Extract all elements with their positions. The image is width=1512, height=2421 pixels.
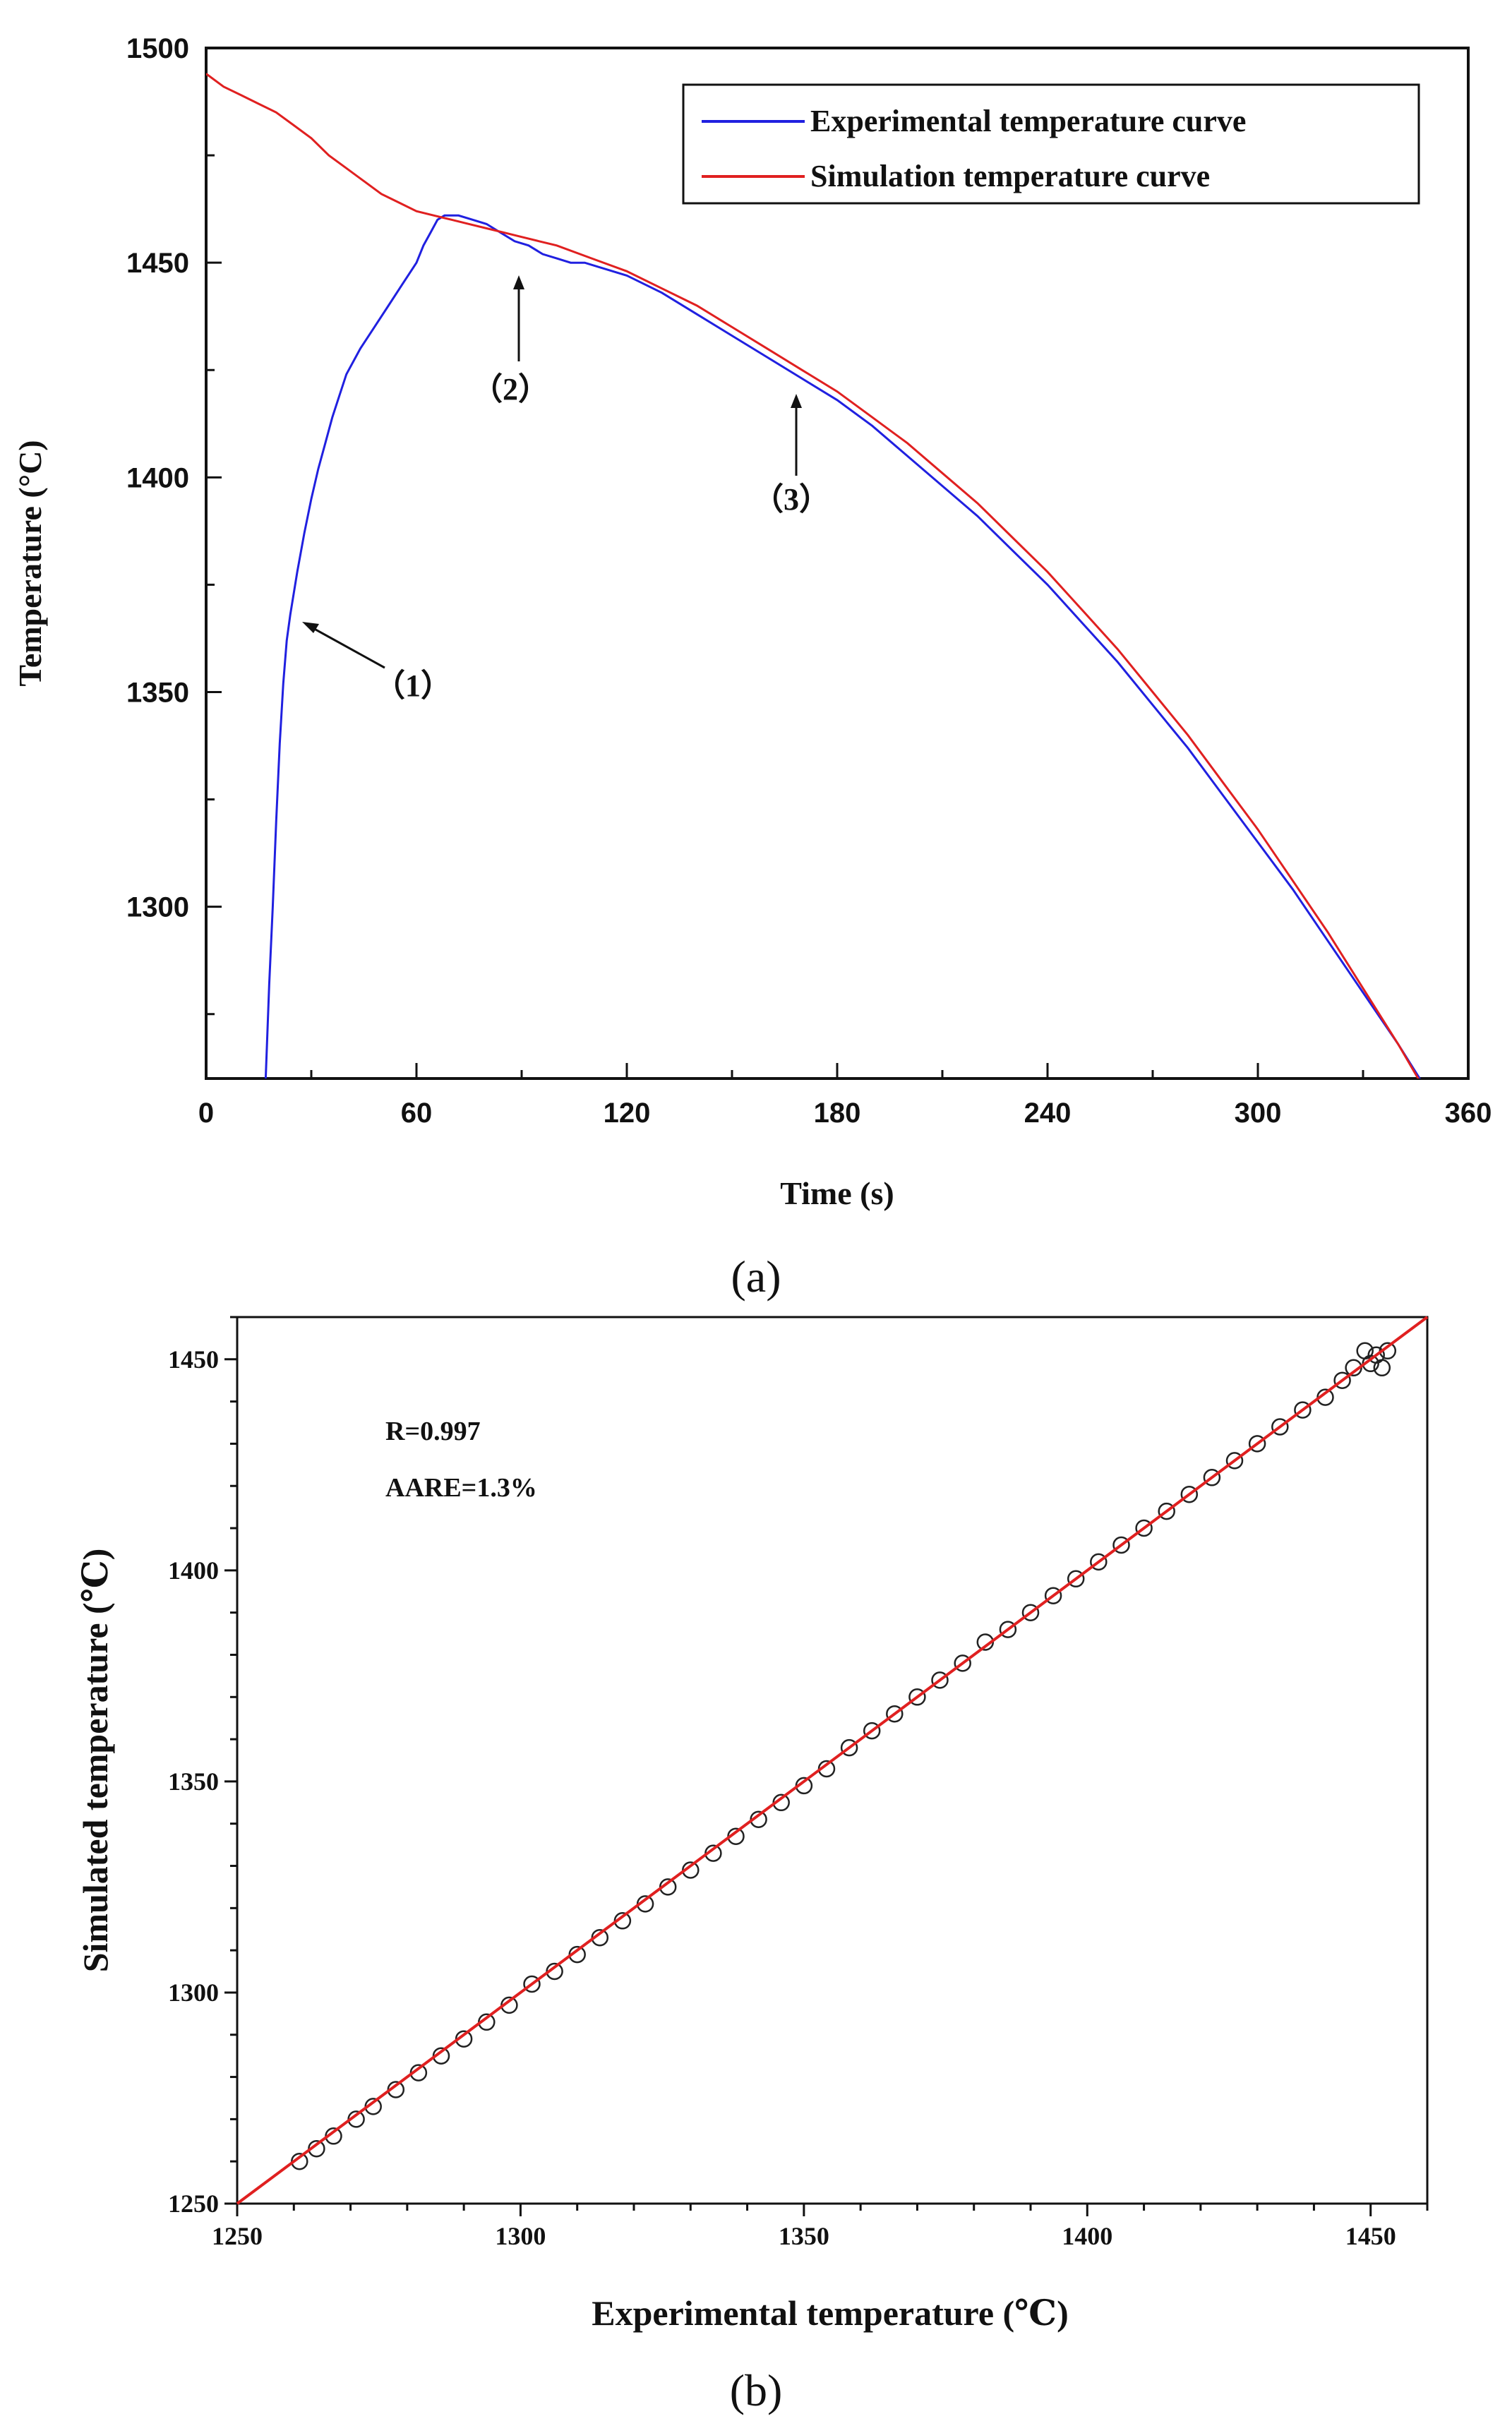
fit-line <box>236 1316 1429 2205</box>
scatter-point <box>908 1688 926 1706</box>
x-tick-label: 360 <box>1445 1098 1492 1129</box>
chart-b: 1250 1300 1350 1400 1450 1250 1300 1350 1400 1450… <box>76 1316 1429 2415</box>
y-tick-label: 1450 <box>168 1345 219 1374</box>
legend-simulation-label: Simulation temperature curve <box>810 159 1210 193</box>
legend-experimental-label: Experimental temperature curve <box>810 104 1246 138</box>
scatter-point <box>1021 1604 1040 1621</box>
y-tick-label: 1450 <box>126 248 189 279</box>
scatter-point <box>1203 1469 1221 1486</box>
scatter-point <box>999 1621 1017 1638</box>
chart-b-ylabel: Simulated temperature (℃) <box>76 1549 115 1973</box>
annotation-3-arrowhead <box>791 394 802 408</box>
scatter-point <box>1248 1435 1266 1453</box>
scatter-point <box>1294 1401 1312 1419</box>
x-tick-label: 1250 <box>212 2222 263 2250</box>
chart-a-ylabel: Temperature (°C) <box>12 440 48 686</box>
scatter-point <box>1333 1371 1351 1389</box>
chart-a-legend: Experimental temperature curve Simulatio… <box>682 83 1420 205</box>
chart-b-points <box>291 1342 1397 2170</box>
scatter-point <box>886 1705 904 1723</box>
x-tick-label: 120 <box>604 1098 651 1129</box>
scatter-point <box>931 1671 949 1689</box>
scatter-point <box>863 1722 881 1740</box>
chart-a-series <box>206 73 1422 1079</box>
x-tick-label: 1400 <box>1062 2222 1112 2250</box>
simulation-temperature-line <box>206 73 1420 1079</box>
annotation-2-arrowhead <box>513 275 524 289</box>
x-tick-label: 60 <box>401 1098 433 1129</box>
x-tick-label: 1350 <box>779 2222 829 2250</box>
x-tick-label: 300 <box>1235 1098 1282 1129</box>
y-tick-label: 1500 <box>126 33 189 64</box>
annotation-1-arrow <box>310 625 385 669</box>
legend-box <box>682 83 1420 205</box>
chart-a: 0 60 120 180 240 300 360 1300 1350 1400 1450 1500 E… <box>12 33 1492 1302</box>
y-tick-label: 1350 <box>168 1767 219 1796</box>
annotation-1-label: （1） <box>374 668 452 703</box>
chart-b-frame <box>236 1316 1429 2205</box>
y-tick-label: 1300 <box>126 892 189 923</box>
scatter-point <box>1067 1570 1085 1588</box>
chart-b-fit <box>236 1316 1429 2205</box>
x-tick-label: 1450 <box>1345 2222 1396 2250</box>
scatter-point <box>1044 1587 1062 1604</box>
y-tick-label: 1400 <box>168 1556 219 1585</box>
scatter-point <box>1135 1519 1153 1537</box>
chart-a-xlabel: Time (s) <box>780 1175 894 1211</box>
chart-a-annotations: （1） （2） （3） <box>302 275 830 703</box>
scatter-point <box>1090 1553 1108 1571</box>
chart-a-ticks: 0 60 120 180 240 300 360 1300 1350 1400 1450 1500 <box>126 33 1492 1129</box>
scatter-point <box>954 1654 971 1672</box>
panel-b-label: (b) <box>730 2365 783 2415</box>
scatter-point <box>1271 1418 1289 1436</box>
scatter-point <box>1112 1536 1130 1554</box>
y-tick-label: 1300 <box>168 1978 219 2007</box>
x-tick-label: 1300 <box>495 2222 546 2250</box>
y-tick-label: 1250 <box>168 2189 219 2218</box>
annotation-1-arrowhead <box>302 622 319 633</box>
scatter-point <box>1158 1502 1175 1520</box>
scatter-point <box>1225 1452 1244 1470</box>
chart-b-ticks: 1250 1300 1350 1400 1450 1250 1300 1350 1400 1450 <box>168 1316 1429 2250</box>
y-tick-label: 1350 <box>126 678 189 709</box>
chart-b-xlabel: Experimental temperature (℃) <box>592 2293 1068 2333</box>
experimental-temperature-line <box>264 214 1422 1079</box>
y-tick-label: 1400 <box>126 462 189 493</box>
x-tick-label: 0 <box>198 1098 214 1129</box>
scatter-point <box>1373 1359 1391 1377</box>
scatter-point <box>523 1975 541 1993</box>
stat-aare: AARE=1.3% <box>385 1473 537 1503</box>
scatter-point <box>1180 1485 1199 1503</box>
stat-r: R=0.997 <box>385 1417 481 1446</box>
annotation-2-label: （2） <box>472 372 549 407</box>
panel-a-label: (a) <box>731 1251 781 1302</box>
annotation-3-label: （3） <box>752 482 830 517</box>
x-tick-label: 180 <box>814 1098 861 1129</box>
x-tick-label: 240 <box>1024 1098 1072 1129</box>
scatter-point <box>840 1738 858 1757</box>
